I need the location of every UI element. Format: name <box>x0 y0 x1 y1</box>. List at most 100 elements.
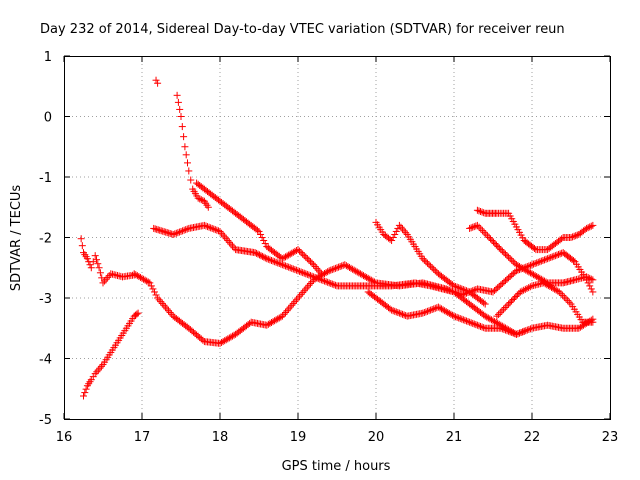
data-point <box>516 329 524 337</box>
data-point <box>541 280 549 288</box>
data-point <box>542 255 550 263</box>
data-point <box>525 284 533 292</box>
data-point <box>544 282 552 290</box>
data-point <box>494 243 502 251</box>
data-point <box>133 310 141 318</box>
data-point <box>472 321 480 329</box>
data-point <box>330 265 338 273</box>
data-point <box>518 287 526 295</box>
data-point <box>342 262 350 270</box>
data-point <box>422 308 430 316</box>
data-point <box>272 316 280 324</box>
data-point <box>300 252 308 260</box>
data-point <box>210 225 218 233</box>
data-point <box>478 227 486 235</box>
data-point <box>559 291 567 299</box>
data-point <box>520 265 528 273</box>
data-point <box>280 254 288 262</box>
data-point <box>219 231 227 239</box>
data-point <box>521 285 529 293</box>
data-point <box>498 247 506 255</box>
data-point <box>311 273 319 281</box>
data-point <box>461 286 469 294</box>
data-point <box>96 269 104 277</box>
data-point <box>77 235 85 243</box>
data-point <box>526 283 534 291</box>
data-point <box>99 279 107 287</box>
data-point <box>445 309 453 317</box>
data-point <box>278 255 286 263</box>
data-point <box>491 240 499 248</box>
data-point <box>456 315 464 323</box>
data-point <box>467 319 475 327</box>
data-point <box>305 271 313 279</box>
data-point <box>469 223 477 231</box>
data-point <box>523 326 531 334</box>
data-point <box>274 315 282 323</box>
data-point <box>182 151 190 159</box>
data-point <box>475 207 483 215</box>
data-point <box>187 176 195 184</box>
data-point <box>392 308 400 316</box>
series-arc-k <box>473 206 597 254</box>
data-point <box>272 258 280 266</box>
data-point <box>487 235 495 243</box>
data-point <box>464 287 472 295</box>
data-point <box>547 253 555 261</box>
data-point <box>143 277 151 285</box>
data-point <box>505 300 513 308</box>
data-point <box>388 306 396 314</box>
chart-title: Day 232 of 2014, Sidereal Day-to-day VTE… <box>40 22 565 37</box>
data-point <box>302 253 310 261</box>
data-point <box>83 255 91 263</box>
data-point <box>313 274 321 282</box>
data-point <box>526 269 534 277</box>
data-point <box>185 167 193 175</box>
data-point <box>544 255 552 263</box>
x-tick-label: 19 <box>290 430 307 445</box>
data-point <box>505 253 513 261</box>
gridlines <box>64 56 610 419</box>
data-point <box>130 270 138 278</box>
data-point <box>173 91 181 99</box>
data-point <box>526 261 534 269</box>
data-point <box>467 224 475 232</box>
data-point <box>177 113 185 120</box>
data-point <box>155 296 163 304</box>
data-point <box>319 276 327 284</box>
data-point <box>261 254 269 262</box>
data-point <box>302 285 310 293</box>
series-arc-h <box>364 288 528 338</box>
x-axis-label: GPS time / hours <box>282 459 391 474</box>
series-arc-d <box>152 76 162 87</box>
data-point <box>358 271 366 279</box>
data-point <box>564 297 572 305</box>
data-point <box>344 263 352 271</box>
data-point <box>391 307 399 315</box>
data-point <box>179 227 187 235</box>
data-point <box>434 303 442 311</box>
data-point <box>331 281 339 289</box>
data-point <box>263 321 271 329</box>
data-point <box>508 328 516 336</box>
data-point <box>392 227 400 235</box>
data-point <box>303 255 311 263</box>
data-point <box>587 275 595 283</box>
data-point <box>224 335 232 343</box>
data-point <box>428 305 436 313</box>
data-point <box>253 249 261 257</box>
y-axis-label: SDTVAR / TECUs <box>9 185 24 292</box>
data-point <box>263 255 271 263</box>
data-point <box>321 277 329 285</box>
y-tick-label: -5 <box>39 413 52 428</box>
data-point <box>497 324 505 332</box>
data-point <box>352 267 360 275</box>
data-point <box>567 234 575 241</box>
data-point <box>550 252 558 260</box>
data-point <box>199 336 207 344</box>
data-point <box>428 264 436 272</box>
data-point <box>506 328 514 336</box>
data-point <box>82 385 90 393</box>
data-point <box>470 320 478 328</box>
